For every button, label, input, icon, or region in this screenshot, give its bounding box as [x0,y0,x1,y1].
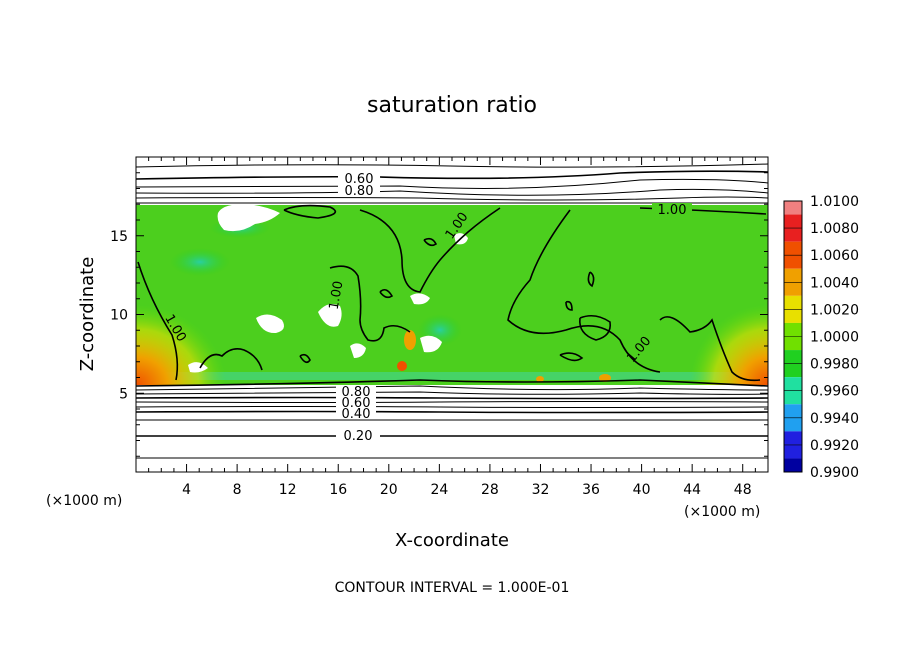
colorbar-label: 1.0060 [810,248,859,264]
warm-spot [397,361,407,371]
x-tick-label: 8 [233,482,242,498]
warm-spot [536,376,544,382]
clear-patch [256,314,284,334]
warm-spot [599,374,611,382]
clear-patch [217,204,280,232]
colorbar-band [784,241,802,256]
colorbar-label: 0.9980 [810,357,859,373]
contour-label: 0.60 [342,396,371,411]
contour-label: 1.00 [658,203,687,218]
x-tick-label: 48 [734,482,752,498]
colorbar-band [784,309,802,323]
cool-patch [170,248,230,276]
warm-region-left [136,305,226,385]
x-axis-label: X-coordinate [395,530,509,551]
colorbar-band [784,268,802,283]
colorbar-band [784,377,802,391]
clear-patch [188,362,208,373]
colorbar-band [784,228,802,242]
x-unit-left: (×1000 m) [46,493,122,509]
contour-label: 1.00 [327,280,347,311]
contour-label: 0.80 [345,184,374,199]
x-tick-label: 4 [182,482,191,498]
clear-patch [318,304,342,327]
colorbar-band [784,201,802,215]
colorbar-label: 1.0020 [810,302,859,318]
colorbar-band [784,336,802,351]
clear-patch [420,335,442,353]
colorbar-label: 1.0080 [810,221,859,237]
warm-spot [404,330,416,350]
y-axis-label: Z-coordinate [77,257,98,372]
y-tick-label: 10 [110,308,128,324]
x-tick-label: 36 [582,482,600,498]
x-tick-label: 12 [279,482,297,498]
x-tick-label: 40 [633,482,651,498]
colorbar-band [784,390,802,405]
colorbar-label: 0.9900 [810,465,859,481]
y-tick-label: 15 [110,229,128,245]
colorbar: 1.0100 1.0080 1.0060 1.0040 1.0020 1.0000 0.99… [783,194,859,481]
warm-region-right [690,305,768,385]
colorbar-band [784,404,802,418]
colorbar-label: 0.9960 [810,384,859,400]
x-tick-label: 16 [329,482,347,498]
colorbar-band [784,255,802,269]
x-axis: 4 8 12 16 20 24 28 32 36 40 44 48 [148,157,756,498]
chart-title: saturation ratio [367,93,537,118]
colorbar-label: 1.0040 [810,275,859,291]
colorbar-label: 0.9920 [810,438,859,454]
x-tick-label: 32 [532,482,550,498]
cloud-base-band [136,372,768,380]
contours-lower [136,379,768,459]
contours-upper [136,163,768,204]
y-tick-label: 5 [119,386,128,402]
contours-cloud [137,204,767,382]
colorbar-band [784,363,802,378]
colorbar-band [784,322,802,337]
contour-label: 0.20 [344,429,373,444]
colorbar-band [784,295,802,310]
clear-patch [410,293,430,305]
colorbar-band [784,444,802,459]
colorbar-band [784,431,802,445]
colorbar-band [784,417,802,432]
plot-area [136,163,768,459]
contour-interval-note: CONTOUR INTERVAL = 1.000E-01 [335,580,570,596]
colorbar-label: 1.0100 [810,194,859,210]
colorbar-band [784,282,802,296]
x-tick-label: 28 [481,482,499,498]
x-tick-label: 44 [683,482,701,498]
cloud-field [136,205,768,385]
colorbar-band [784,214,802,229]
y-axis: 5 10 15 [110,172,768,457]
x-tick-label: 20 [380,482,398,498]
colorbar-band [784,350,802,364]
contour-label: 0.60 [345,172,374,187]
colorbar-band [784,458,802,472]
clear-patch [350,343,366,358]
contour-label: 0.80 [342,385,371,400]
x-tick-label: 24 [430,482,448,498]
contour-label: 0.40 [342,407,371,422]
colorbar-label: 0.9940 [810,411,859,427]
colorbar-label: 1.0000 [810,330,859,346]
x-unit-right: (×1000 m) [684,504,760,520]
